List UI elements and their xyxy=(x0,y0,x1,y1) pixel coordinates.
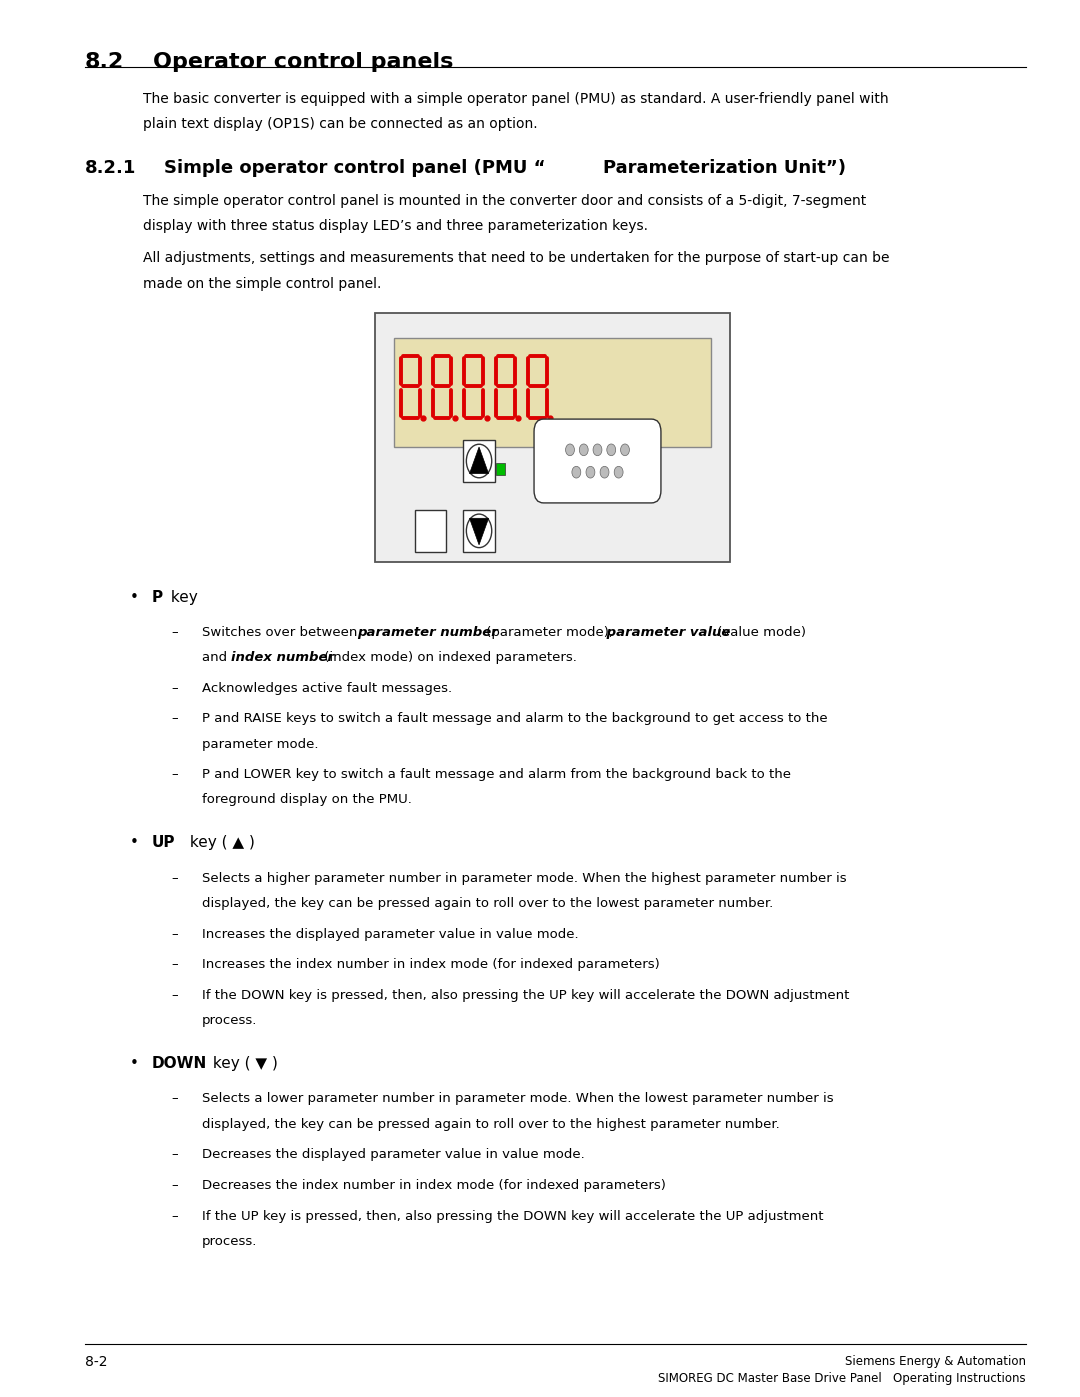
Text: If the UP key is pressed, then, also pressing the DOWN key will accelerate the U: If the UP key is pressed, then, also pre… xyxy=(202,1210,823,1222)
Circle shape xyxy=(621,444,630,455)
Text: The basic converter is equipped with a simple operator panel (PMU) as standard. : The basic converter is equipped with a s… xyxy=(143,92,889,106)
Text: 8.2: 8.2 xyxy=(84,52,124,71)
Text: and: and xyxy=(202,651,231,664)
Text: key: key xyxy=(166,590,198,605)
Text: (parameter mode),: (parameter mode), xyxy=(483,626,613,638)
Text: Selects a lower parameter number in parameter mode. When the lowest parameter nu: Selects a lower parameter number in para… xyxy=(202,1092,834,1105)
Text: displayed, the key can be pressed again to roll over to the highest parameter nu: displayed, the key can be pressed again … xyxy=(202,1118,780,1130)
Text: –: – xyxy=(173,626,188,638)
Bar xyxy=(415,510,446,552)
Text: parameter mode.: parameter mode. xyxy=(202,738,319,750)
Text: Selects a higher parameter number in parameter mode. When the highest parameter : Selects a higher parameter number in par… xyxy=(202,872,847,884)
Text: All adjustments, settings and measurements that need to be undertaken for the pu: All adjustments, settings and measuremen… xyxy=(143,251,889,265)
Polygon shape xyxy=(470,447,488,474)
Circle shape xyxy=(579,444,589,455)
Text: Increases the displayed parameter value in value mode.: Increases the displayed parameter value … xyxy=(202,928,579,940)
Circle shape xyxy=(600,467,609,478)
Text: Fault: Fault xyxy=(583,488,607,497)
Text: DOWN: DOWN xyxy=(151,1056,206,1071)
Text: –: – xyxy=(173,928,188,940)
Text: Increases the index number in index mode (for indexed parameters): Increases the index number in index mode… xyxy=(202,958,660,971)
Circle shape xyxy=(593,444,602,455)
Text: –: – xyxy=(173,712,188,725)
Circle shape xyxy=(467,444,491,478)
Text: Switches over between: Switches over between xyxy=(202,626,362,638)
Text: •: • xyxy=(130,590,139,605)
Text: –: – xyxy=(173,989,188,1002)
Text: –: – xyxy=(173,1210,188,1222)
Text: P and LOWER key to switch a fault message and alarm from the background back to : P and LOWER key to switch a fault messag… xyxy=(202,768,791,781)
Text: plain text display (OP1S) can be connected as an option.: plain text display (OP1S) can be connect… xyxy=(143,117,538,131)
Circle shape xyxy=(586,467,595,478)
Text: parameter value: parameter value xyxy=(602,626,730,638)
Text: P: P xyxy=(151,590,162,605)
Text: –: – xyxy=(173,872,188,884)
Text: –: – xyxy=(173,682,188,694)
Text: display with three status display LED’s and three parameterization keys.: display with three status display LED’s … xyxy=(143,219,648,233)
Circle shape xyxy=(467,514,491,548)
Text: •: • xyxy=(130,1056,139,1071)
Text: –: – xyxy=(173,768,188,781)
Circle shape xyxy=(607,444,616,455)
Text: key ( ▼ ): key ( ▼ ) xyxy=(208,1056,279,1071)
Text: X300: X300 xyxy=(582,515,612,528)
Text: –: – xyxy=(173,1092,188,1105)
Text: displayed, the key can be pressed again to roll over to the lowest parameter num: displayed, the key can be pressed again … xyxy=(202,897,773,909)
Text: UP: UP xyxy=(151,835,175,851)
Bar xyxy=(591,464,599,475)
Text: Run: Run xyxy=(490,488,510,497)
Text: 8-2: 8-2 xyxy=(84,1355,107,1369)
Text: Acknowledges active fault messages.: Acknowledges active fault messages. xyxy=(202,682,453,694)
Bar xyxy=(394,338,711,447)
Text: made on the simple control panel.: made on the simple control panel. xyxy=(143,277,381,291)
Text: The simple operator control panel is mounted in the converter door and consists : The simple operator control panel is mou… xyxy=(143,194,866,208)
Text: P: P xyxy=(424,528,436,546)
Bar xyxy=(543,464,552,475)
Circle shape xyxy=(572,467,581,478)
Text: •: • xyxy=(130,835,139,851)
Text: process.: process. xyxy=(202,1014,257,1027)
FancyBboxPatch shape xyxy=(376,313,730,562)
Text: index number: index number xyxy=(230,651,334,664)
Text: Ready: Ready xyxy=(532,488,563,497)
Text: If the DOWN key is pressed, then, also pressing the UP key will accelerate the D: If the DOWN key is pressed, then, also p… xyxy=(202,989,849,1002)
Text: Decreases the index number in index mode (for indexed parameters): Decreases the index number in index mode… xyxy=(202,1179,666,1192)
Text: P and RAISE keys to switch a fault message and alarm to the background to get ac: P and RAISE keys to switch a fault messa… xyxy=(202,712,827,725)
Text: parameter number: parameter number xyxy=(357,626,498,638)
Text: Parameterization Unit”): Parameterization Unit”) xyxy=(603,159,846,177)
Text: –: – xyxy=(173,1179,188,1192)
Text: –: – xyxy=(173,958,188,971)
Text: SIMOREG DC Master Base Drive Panel   Operating Instructions: SIMOREG DC Master Base Drive Panel Opera… xyxy=(658,1372,1026,1384)
Text: (index mode) on indexed parameters.: (index mode) on indexed parameters. xyxy=(321,651,578,664)
Bar xyxy=(463,510,495,552)
Text: Siemens Energy & Automation: Siemens Energy & Automation xyxy=(845,1355,1026,1368)
Text: foreground display on the PMU.: foreground display on the PMU. xyxy=(202,793,411,806)
Circle shape xyxy=(615,467,623,478)
FancyBboxPatch shape xyxy=(534,419,661,503)
Text: (value mode): (value mode) xyxy=(713,626,806,638)
Text: –: – xyxy=(173,1148,188,1161)
Bar xyxy=(496,464,504,475)
Circle shape xyxy=(566,444,575,455)
Text: Decreases the displayed parameter value in value mode.: Decreases the displayed parameter value … xyxy=(202,1148,584,1161)
Bar xyxy=(463,440,495,482)
Text: process.: process. xyxy=(202,1235,257,1248)
Text: Operator control panels: Operator control panels xyxy=(153,52,454,71)
Text: 8.2.1: 8.2.1 xyxy=(84,159,136,177)
Text: key ( ▲ ): key ( ▲ ) xyxy=(185,835,255,851)
Text: Simple operator control panel (PMU “: Simple operator control panel (PMU “ xyxy=(164,159,545,177)
Polygon shape xyxy=(470,518,488,545)
